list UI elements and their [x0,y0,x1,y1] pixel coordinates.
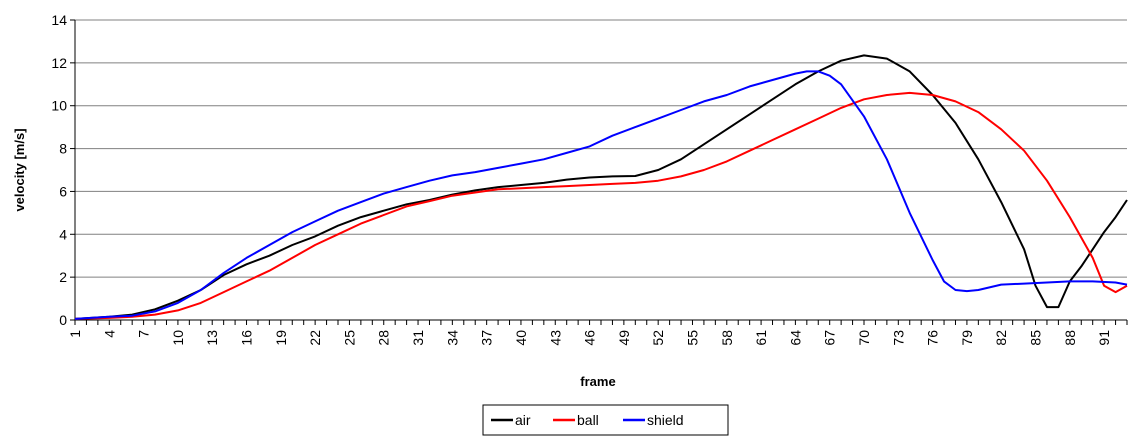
y-tick-label: 10 [51,98,67,114]
x-tick-label: 4 [101,330,117,338]
x-axis-title: frame [580,374,615,389]
x-tick-label: 40 [513,330,529,346]
x-tick-label: 49 [616,330,632,346]
legend: air ball shield [482,404,729,436]
x-tick-label: 7 [136,330,152,338]
x-tick-label: 55 [684,330,700,346]
x-tick-label: 67 [822,330,838,346]
x-tick-label: 70 [856,330,872,346]
gridlines [75,19,1127,278]
axes [70,19,1128,325]
y-tick-labels: 0 2 4 6 8 10 12 14 [51,12,67,328]
x-tick-label: 52 [650,330,666,346]
series-line-ball [74,91,1128,320]
x-tick-label: 22 [307,330,323,346]
y-tick-label: 14 [51,12,67,28]
x-tick-label: 10 [170,330,186,346]
y-tick-label: 12 [51,55,67,71]
x-tick-label: 16 [239,330,255,346]
series-lines [74,54,1128,320]
x-tick-label: 25 [341,330,357,346]
x-tick-label: 31 [410,330,426,346]
x-tick-label: 88 [1062,330,1078,346]
y-axis-title: velocity [m/s] [12,128,27,211]
x-tick-label: 82 [993,330,1009,346]
x-tick-label: 1 [67,330,83,338]
x-tick-label: 79 [959,330,975,346]
legend-label-air: air [515,412,531,428]
x-tick-label: 91 [1096,330,1112,346]
y-tick-label: 4 [59,226,67,242]
x-tick-label: 19 [273,330,289,346]
x-tick-label: 64 [787,330,803,346]
x-tick-label: 43 [547,330,563,346]
x-tick-label: 37 [479,330,495,346]
x-tick-label: 28 [376,330,392,346]
x-tick-label: 73 [890,330,906,346]
legend-label-shield: shield [647,412,684,428]
x-tick-label: 13 [204,330,220,346]
x-tick-label: 85 [1028,330,1044,346]
legend-label-ball: ball [577,412,599,428]
x-tick-label: 46 [582,330,598,346]
x-tick-label: 58 [719,330,735,346]
x-tick-label: 76 [925,330,941,346]
series-line-shield [74,70,1128,320]
y-tick-label: 8 [59,141,67,157]
legend-box [482,404,729,436]
y-tick-label: 6 [59,183,67,199]
y-tick-label: 0 [59,312,67,328]
series-line-air [74,54,1128,320]
y-tick-label: 2 [59,269,67,285]
x-tick-label: 61 [753,330,769,346]
x-tick-labels: 1 4 7 10 13 16 19 22 25 28 31 34 37 40 43 46 49 52 55 58 61 6… [67,330,1112,346]
x-tick-label: 34 [444,330,460,346]
